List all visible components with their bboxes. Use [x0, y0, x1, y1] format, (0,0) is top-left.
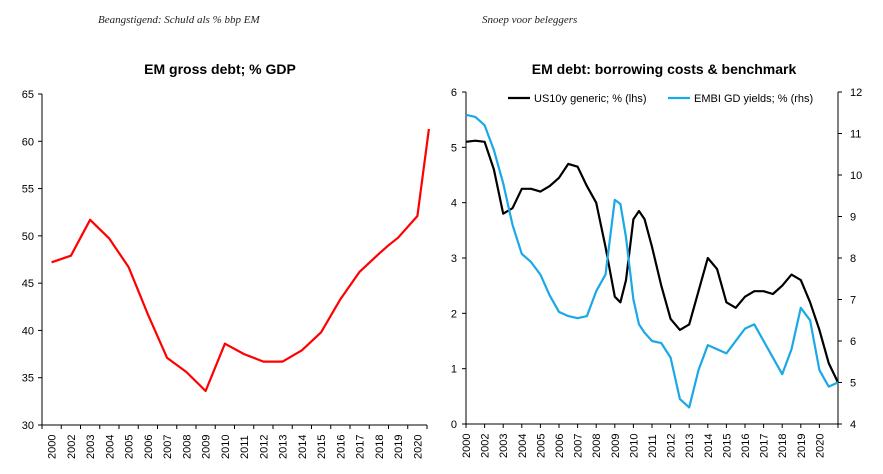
- debt-x-tick-label: 2020: [412, 435, 424, 459]
- debt-x-axis: 2000 2002 2003 2004 2005 2006 2007 2008 2009 2010…: [41, 424, 428, 459]
- debt-x-tick-label: 2005: [124, 435, 136, 459]
- debt-y-tick-label: 50: [22, 231, 34, 243]
- debt-x-tick-label: 2016: [335, 435, 347, 459]
- caption-right: Snoep voor beleggers: [482, 14, 578, 26]
- debt-x-tick-label: 2004: [104, 435, 116, 459]
- debt-y-tick-label: 60: [22, 136, 34, 148]
- debt-x-tick-label: 2002: [66, 435, 78, 459]
- debt-x-tick-label: 2012: [258, 435, 270, 459]
- debt-x-tick-label: 2014: [297, 435, 309, 459]
- debt-x-tick-label: 2007: [162, 435, 174, 459]
- debt-x-tick-label: 2009: [201, 435, 213, 459]
- debt-x-tick-label: 2011: [239, 435, 251, 459]
- debt-y-axis: 30 35 40 45 50 55 60 65: [22, 89, 43, 432]
- caption-left: Beangstigend: Schuld als % bbp EM: [98, 14, 260, 26]
- debt-x-tick-label: 2018: [374, 435, 386, 459]
- debt-x-tick-label: 2003: [85, 435, 97, 459]
- debt-x-tick-label: 2015: [316, 435, 328, 459]
- debt-y-tick-label: 30: [22, 420, 34, 432]
- debt-y-tick-label: 45: [22, 278, 34, 290]
- debt-series-line: [51, 128, 430, 393]
- debt-y-tick-label: 55: [22, 184, 34, 196]
- debt-x-tick-label: 2010: [220, 435, 232, 459]
- debt-x-tick-label: 2006: [143, 435, 155, 459]
- debt-series-group: [51, 128, 430, 393]
- debt-x-tick-label: 2000: [47, 435, 59, 459]
- debt-y-tick-label: 35: [22, 373, 34, 385]
- debt-x-tick-label: 2017: [355, 435, 367, 459]
- debt-y-tick-label: 65: [22, 89, 34, 101]
- debt-x-tick-label: 2013: [278, 435, 290, 459]
- debt-x-tick-label: 2019: [393, 435, 405, 459]
- debt-x-tick-label: 2008: [181, 435, 193, 459]
- chart-title-debt: EM gross debt; % GDP: [144, 61, 296, 77]
- debt-y-tick-label: 40: [22, 325, 34, 337]
